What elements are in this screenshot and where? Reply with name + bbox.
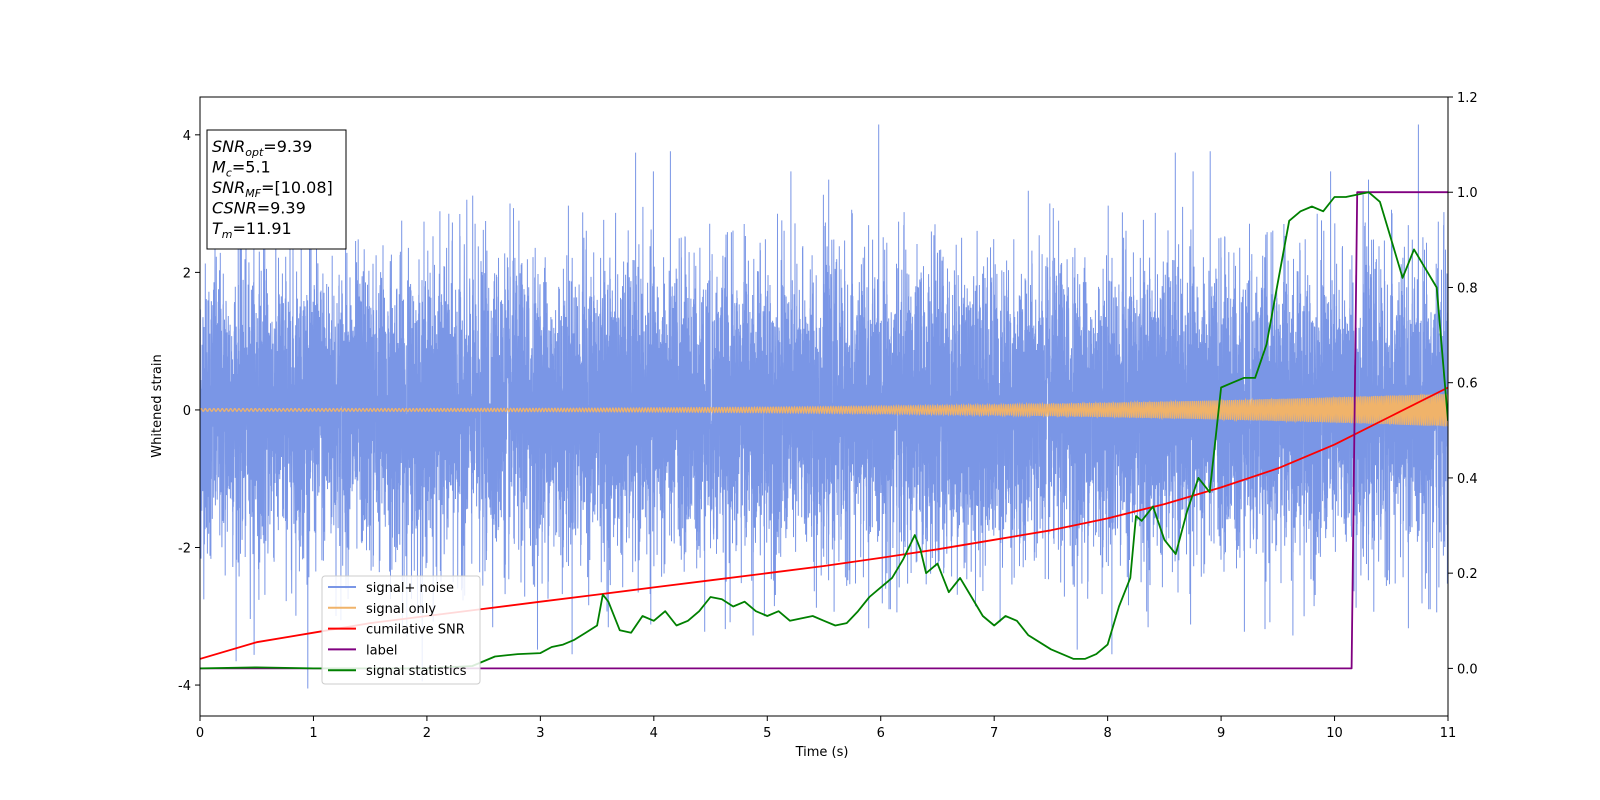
x-tick-label: 0: [196, 726, 204, 741]
legend-entry-label: cumilative SNR: [366, 623, 465, 638]
x-axis-label: Time (s): [795, 745, 849, 760]
y2-tick-label: 1.2: [1457, 91, 1478, 106]
x-tick-label: 7: [990, 726, 998, 741]
legend-entry-label: signal only: [366, 602, 436, 617]
x-tick-label: 2: [423, 726, 431, 741]
x-tick-label: 8: [1103, 726, 1111, 741]
x-tick-label: 4: [650, 726, 658, 741]
legend-entry-label: label: [366, 643, 397, 658]
annotation-line: SNRMF=[10.08]: [212, 178, 333, 200]
y2-tick-label: 0.8: [1457, 281, 1478, 296]
series-line-signal-noise: [200, 124, 1448, 689]
y2-tick-label: 0.0: [1457, 662, 1478, 677]
y2-tick-label: 0.6: [1457, 377, 1478, 392]
series-line-label: [200, 191, 1448, 670]
legend-frame: [321, 575, 481, 685]
x-tick-label: 6: [877, 726, 885, 741]
stats-annotation-box: SNRopt=9.39Mc=5.1SNRMF=[10.08]CSNR=9.39T…: [206, 129, 347, 250]
y-tick-label: 4: [183, 129, 191, 144]
series-line-signal-only: [200, 393, 1448, 427]
annotation-line: CSNR=9.39: [212, 199, 306, 218]
legend-entry-label: signal+ noise: [366, 581, 454, 596]
x-tick-label: 5: [763, 726, 771, 741]
legend-entry-label: signal statistics: [366, 664, 467, 679]
y-tick-label: 2: [183, 266, 191, 281]
x-tick-label: 10: [1326, 726, 1343, 741]
x-tick-label: 11: [1440, 726, 1457, 741]
plot-frame: [199, 96, 1449, 717]
annotation-line: Mc=5.1: [212, 158, 271, 180]
x-tick-label: 1: [309, 726, 317, 741]
x-tick-label: 3: [536, 726, 544, 741]
x-tick-label: 9: [1217, 726, 1225, 741]
y2-tick-label: 0.4: [1457, 472, 1478, 487]
y-axis-label: Whitened strain: [150, 354, 165, 457]
y-axis-left: -4 -2 0 2 4: [178, 129, 200, 694]
y2-tick-label: 0.2: [1457, 567, 1478, 582]
annotation-line: Tm=11.91: [212, 219, 292, 241]
annotation-frame: [206, 129, 347, 250]
x-axis: 0 1 2 3 4 5 6 7 8 9 10 11: [196, 716, 1456, 741]
annotation-line: SNRopt=9.39: [212, 137, 312, 159]
series-line-signal-statistics: [200, 191, 1448, 670]
y2-tick-label: 1.0: [1457, 186, 1478, 201]
y-tick-label: -4: [178, 679, 191, 694]
y-axis-right: 0.0 0.2 0.4 0.6 0.8 1.0 1.2: [1448, 91, 1478, 677]
y-tick-label: 0: [183, 404, 191, 419]
legend: signal+ noise signal only cumilative SNR la…: [321, 575, 481, 685]
y-tick-label: -2: [178, 541, 191, 556]
